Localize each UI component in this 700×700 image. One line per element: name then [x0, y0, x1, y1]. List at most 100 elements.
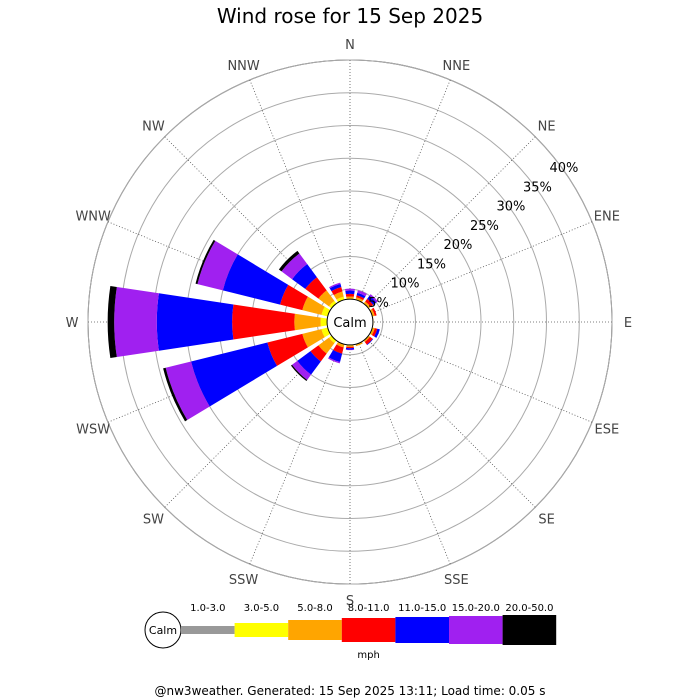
petal-wsw-bin-5 [165, 361, 210, 420]
petal-w-bin-5 [114, 286, 159, 358]
petal-w-bin-2 [294, 313, 321, 331]
petal-se-bin-2 [364, 336, 371, 343]
petal-w-bin-4 [156, 293, 234, 351]
petal-w-bin-3 [232, 304, 295, 340]
petal-w-bin-6 [107, 285, 117, 359]
legend-swatch-2 [288, 620, 342, 640]
speed-legend: Calm 1.0-3.0 3.0-5.0 5.0-8.0 8.0-11.0 11.0-15… [144, 603, 557, 661]
petal-sw-bin-1 [328, 335, 337, 344]
petal-nnw-bin-2 [333, 291, 344, 300]
petal-s-bin-3 [346, 346, 354, 349]
petal-nnw-bin-5 [329, 282, 341, 289]
legend-swatch-4 [395, 617, 449, 643]
petal-wnw-bin-4 [222, 254, 289, 305]
legend-bin-label: 1.0-3.0 [190, 603, 225, 614]
petal-ssw-bin-5 [328, 357, 341, 364]
petal-se-bin-3 [364, 336, 373, 345]
petal-nne-bin-4 [356, 292, 366, 299]
legend-bin-label: 20.0-50.0 [505, 603, 553, 614]
petal-ne-bin-4 [367, 295, 377, 305]
petal-nw-bin-4 [292, 264, 317, 289]
legend-bin-label: 15.0-20.0 [452, 603, 500, 614]
legend-swatch-3 [341, 618, 396, 642]
petal-nw-bin-6 [278, 250, 300, 272]
petal-ssw-bin-3 [333, 344, 344, 354]
legend-calm-label: Calm [149, 624, 177, 637]
legend-bin-label: 5.0-8.0 [297, 603, 332, 614]
direction-labels: N NNE NE ENE E ESE SE SSE S SSW SW WSW W WNW NW NNW [66, 38, 633, 609]
petal-ne-bin-5 [369, 294, 378, 303]
petal-n-bin-5 [345, 288, 355, 291]
direction-label-sse: SSE [444, 573, 469, 588]
direction-label-ene: ENE [594, 210, 620, 225]
direction-label-nnw: NNW [227, 59, 259, 74]
direction-label-sw: SW [143, 513, 164, 528]
petal-nw-bin-2 [318, 290, 335, 307]
direction-label-w: W [66, 316, 79, 331]
petal-wsw-bin-3 [267, 333, 308, 366]
petal-w-bin-1 [320, 317, 328, 327]
direction-label-ne: NE [538, 119, 556, 134]
petal-sw-bin-5 [292, 360, 312, 380]
ring-label: 5% [368, 296, 389, 311]
petal-sw-bin-2 [318, 337, 335, 354]
direction-label-n: N [345, 38, 355, 53]
petal-s-bin-5 [345, 349, 355, 351]
petal-n-bin-3 [345, 293, 355, 297]
petal-ene-bin-2 [370, 308, 375, 317]
petal-wsw-bin-2 [302, 329, 325, 348]
petal-sw-bin-3 [310, 345, 327, 362]
footer-text: @nw3weather. Generated: 15 Sep 2025 13:1… [154, 684, 546, 698]
petal-n-bin-2 [346, 296, 354, 299]
calm-label: Calm [333, 316, 366, 331]
petal-ese-bin-4 [374, 328, 380, 338]
direction-label-ese: ESE [594, 422, 619, 437]
calm-circle: Calm [326, 298, 374, 346]
petal-ene-bin-3 [371, 307, 377, 316]
petal-nw-bin-5 [281, 253, 308, 280]
petal-sw-bin-4 [297, 351, 321, 375]
petal-ne-bin-2 [364, 301, 371, 308]
petal-s-bin-4 [345, 347, 355, 350]
petal-wnw-bin-6 [195, 239, 216, 285]
ring-label: 15% [417, 257, 446, 272]
petal-nne-bin-3 [356, 295, 365, 301]
petal-nnw-bin-4 [329, 283, 342, 292]
ring-label: 20% [444, 238, 473, 253]
petal-nne-bin-5 [357, 290, 367, 297]
calm-circle-shape [326, 298, 374, 346]
direction-label-e: E [624, 316, 632, 331]
grid-spoke [349, 136, 536, 323]
chart-title: Wind rose for 15 Sep 2025 [216, 4, 484, 28]
petal-ssw-bin-4 [328, 350, 343, 363]
petal-sw-bin-6 [290, 364, 308, 382]
direction-label-s: S [346, 594, 354, 609]
petal-nw-bin-3 [305, 277, 327, 299]
legend-swatch-1 [234, 623, 289, 637]
petal-n-bin-4 [345, 290, 355, 295]
direction-label-nw: NW [142, 119, 165, 134]
petal-ne-bin-3 [365, 298, 374, 307]
petal-se-bin-4 [366, 338, 374, 346]
legend-unit-label: mph [357, 650, 379, 661]
petal-nw-bin-1 [328, 300, 337, 309]
petal-wnw-bin-3 [280, 284, 308, 311]
petal-wsw-bin-4 [191, 342, 278, 407]
wind-petals [107, 239, 380, 422]
petal-nne-bin-2 [355, 297, 364, 302]
ring-label: 10% [391, 277, 420, 292]
legend-bin-label: 11.0-15.0 [398, 603, 446, 614]
petal-nnw-bin-3 [331, 287, 343, 296]
direction-label-ssw: SSW [229, 573, 259, 588]
legend-bin-label: 3.0-5.0 [244, 603, 279, 614]
petal-ssw-bin-2 [336, 342, 345, 348]
petal-wsw-bin-6 [163, 367, 188, 422]
petal-sse-bin-2 [355, 342, 363, 347]
petal-wnw-bin-2 [302, 296, 325, 315]
petal-ese-bin-2 [370, 327, 375, 336]
ring-labels: 5%10% 15% 20% 25% 30% 35% 40% [368, 161, 578, 311]
ring-label: 35% [523, 180, 552, 195]
direction-label-wnw: WNW [75, 210, 111, 225]
petal-nnw-bin-1 [336, 296, 345, 303]
